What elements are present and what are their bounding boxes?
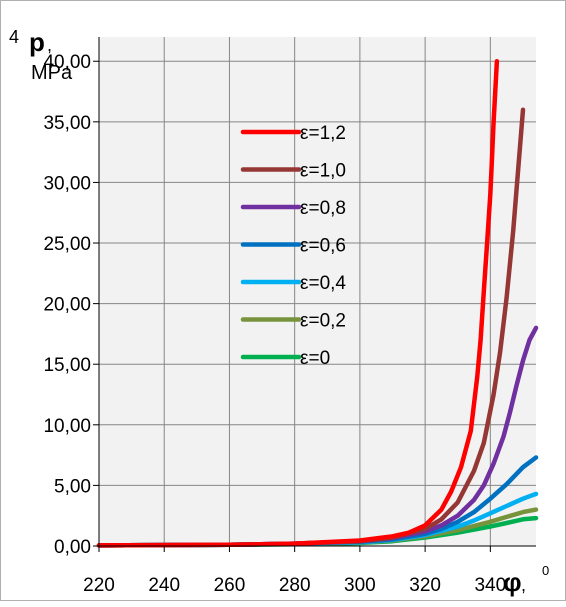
y-axis-label-comma: , xyxy=(47,35,52,55)
y-axis-unit: MPa xyxy=(31,62,73,84)
y-axis-label-cut: 4 xyxy=(9,27,19,47)
x-tick-label: 240 xyxy=(148,575,180,596)
x-tick-label: 300 xyxy=(344,575,376,596)
legend: ε=1,2 ε=1,0 ε=0,8 ε=0,6 ε=0,4 ε=0,2 ε=0 xyxy=(240,123,346,369)
y-tick-label: 10,00 xyxy=(43,416,91,437)
y-tick-label: 40,00 xyxy=(43,52,91,73)
x-axis-label: φ xyxy=(503,567,522,597)
y-tick-label: 25,00 xyxy=(43,234,91,255)
legend-label: ε=0 xyxy=(300,348,330,369)
x-tick-labels: 220 240 260 280 300 320 340 xyxy=(83,546,506,596)
legend-label: ε=0,4 xyxy=(300,273,346,294)
x-tick-label: 280 xyxy=(279,575,311,596)
y-tick-label: 0,00 xyxy=(54,537,91,558)
y-tick-label: 15,00 xyxy=(43,355,91,376)
x-tick-label: 260 xyxy=(214,575,246,596)
x-tick-label: 320 xyxy=(409,575,441,596)
y-tick-label: 30,00 xyxy=(43,173,91,194)
x-tick-label: 220 xyxy=(83,575,115,596)
x-axis-label-comma: , xyxy=(521,575,526,595)
legend-label: ε=0,6 xyxy=(300,236,346,257)
legend-label: ε=1,0 xyxy=(300,161,346,182)
y-tick-label: 35,00 xyxy=(43,113,91,134)
series-curves xyxy=(96,58,539,548)
legend-label: ε=1,2 xyxy=(300,123,346,144)
x-tick-label: 340 xyxy=(474,575,506,596)
y-axis-label: p xyxy=(29,27,45,57)
series-line xyxy=(96,58,500,548)
legend-label: ε=0,2 xyxy=(300,311,346,332)
y-tick-labels: 0,00 5,00 10,00 15,00 20,00 25,00 30,00 35,00 40… xyxy=(43,52,99,558)
y-tick-label: 20,00 xyxy=(43,295,91,316)
legend-label: ε=0,8 xyxy=(300,198,346,219)
y-tick-label: 5,00 xyxy=(54,476,91,497)
x-axis-unit: 0 xyxy=(542,563,549,578)
